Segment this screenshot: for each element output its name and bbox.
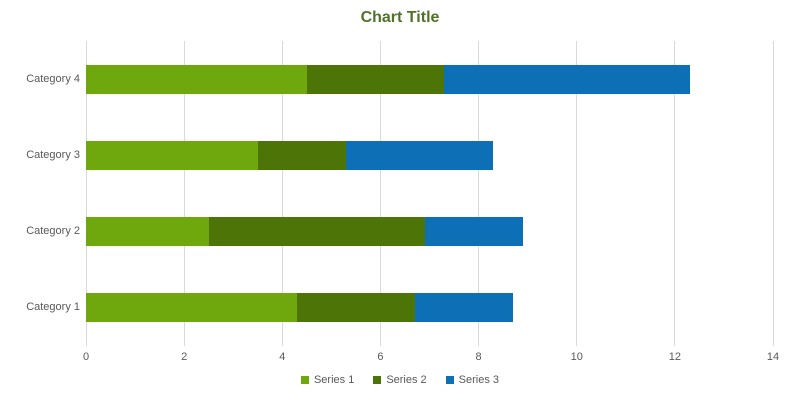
gridline [85, 41, 87, 346]
category-axis-tick-label: Category 3 [26, 148, 80, 161]
bar-segment [444, 64, 690, 94]
value-axis-tick-label: 10 [570, 351, 583, 363]
legend-label: Series 1 [313, 374, 355, 386]
legend-item: Series 3 [445, 374, 500, 386]
category-axis-tick-label: Category 4 [26, 72, 80, 85]
value-axis-tick-label: 8 [475, 351, 482, 363]
value-axis-tick-label: 6 [377, 351, 384, 363]
bar-segment [306, 64, 445, 94]
value-axis-tick-label: 12 [668, 351, 681, 363]
value-axis-tick-label: 4 [279, 351, 286, 363]
gridline [379, 41, 381, 346]
bar-segment [346, 140, 494, 170]
gridline [281, 41, 283, 346]
legend-swatch-icon [445, 376, 454, 384]
value-axis-tick-label: 0 [82, 351, 90, 363]
gridline [183, 41, 185, 346]
gridline [478, 41, 480, 346]
legend-item: Series 1 [300, 374, 355, 386]
value-axis-tick-label: 2 [181, 351, 188, 363]
legend-label: Series 2 [386, 374, 427, 386]
category-axis-tick-label: Category 2 [26, 225, 80, 238]
stacked-bar [86, 140, 494, 170]
legend: Series 1 Series 2 Series 3 [0, 374, 800, 386]
legend-item: Series 2 [373, 374, 427, 386]
category-axis-tick-label: Category 1 [26, 301, 80, 314]
stacked-bar [86, 217, 523, 247]
bar-segment [424, 217, 523, 247]
bar-segment [86, 140, 258, 170]
gridline [576, 41, 578, 346]
legend-swatch-icon [373, 376, 382, 384]
gridline [772, 41, 774, 346]
stacked-bar [86, 293, 513, 323]
bar-segment [208, 217, 425, 247]
bar-segment [86, 293, 297, 323]
value-axis-tick-label: 14 [766, 351, 780, 363]
legend-label: Series 3 [458, 374, 500, 386]
chart-title: Chart Title [360, 9, 440, 26]
bar-segment [86, 217, 209, 247]
bar-segment [297, 293, 415, 323]
stacked-bar [86, 64, 690, 94]
legend-swatch-icon [300, 376, 309, 384]
gridline [674, 41, 676, 346]
bar-segment [86, 64, 307, 94]
bar-segment [414, 293, 513, 323]
bar-segment [257, 140, 347, 170]
